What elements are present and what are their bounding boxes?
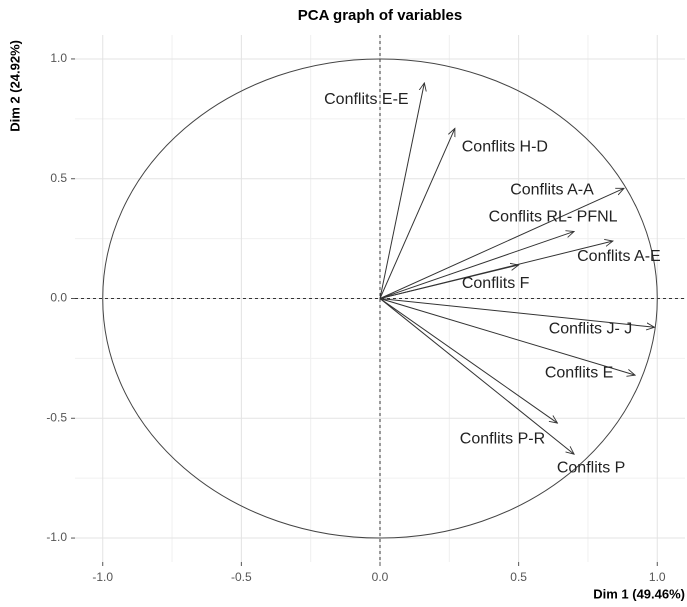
vector-arrow [379,298,574,455]
x-tick-label: 1.0 [649,570,666,584]
vector-arrow [379,231,574,299]
correlation-circle [102,58,658,539]
vector-arrow [379,298,635,376]
vector-arrow [379,298,655,328]
x-tick-label: 0.5 [510,570,527,584]
variable-label: Conflits J- J [549,320,633,337]
vector-arrow [379,298,557,424]
variable-label: Conflits A-A [510,182,594,199]
variable-label: Conflits F [462,275,530,292]
y-tick-label: 0.0 [50,291,67,305]
y-tick-label: -1.0 [46,530,67,544]
variable-label: Conflits E [545,364,613,381]
variable-label: Conflits E-E [324,91,408,108]
x-axis-label: Dim 1 (49.46%) [593,586,685,601]
vector-arrow [379,128,455,299]
x-tick-label: -1.0 [92,570,113,584]
variable-label: Conflits A-E [577,248,661,265]
variable-label: Conflits P [557,459,625,476]
y-axis-label: Dim 2 (24.92%) [7,40,22,132]
variable-label: Conflits P-R [460,430,545,447]
x-tick-label: 0.0 [372,570,389,584]
y-tick-label: 0.5 [50,171,67,185]
variable-label: Conflits RL- PFNL [489,209,618,226]
x-tick-label: -0.5 [231,570,252,584]
vector-arrow [379,83,424,299]
chart-title: PCA graph of variables [298,7,463,24]
vector-arrow [379,265,519,299]
y-tick-label: 1.0 [50,51,67,65]
variable-label: Conflits H-D [462,139,548,156]
y-tick-label: -0.5 [46,410,67,424]
vector-arrow [379,188,624,299]
